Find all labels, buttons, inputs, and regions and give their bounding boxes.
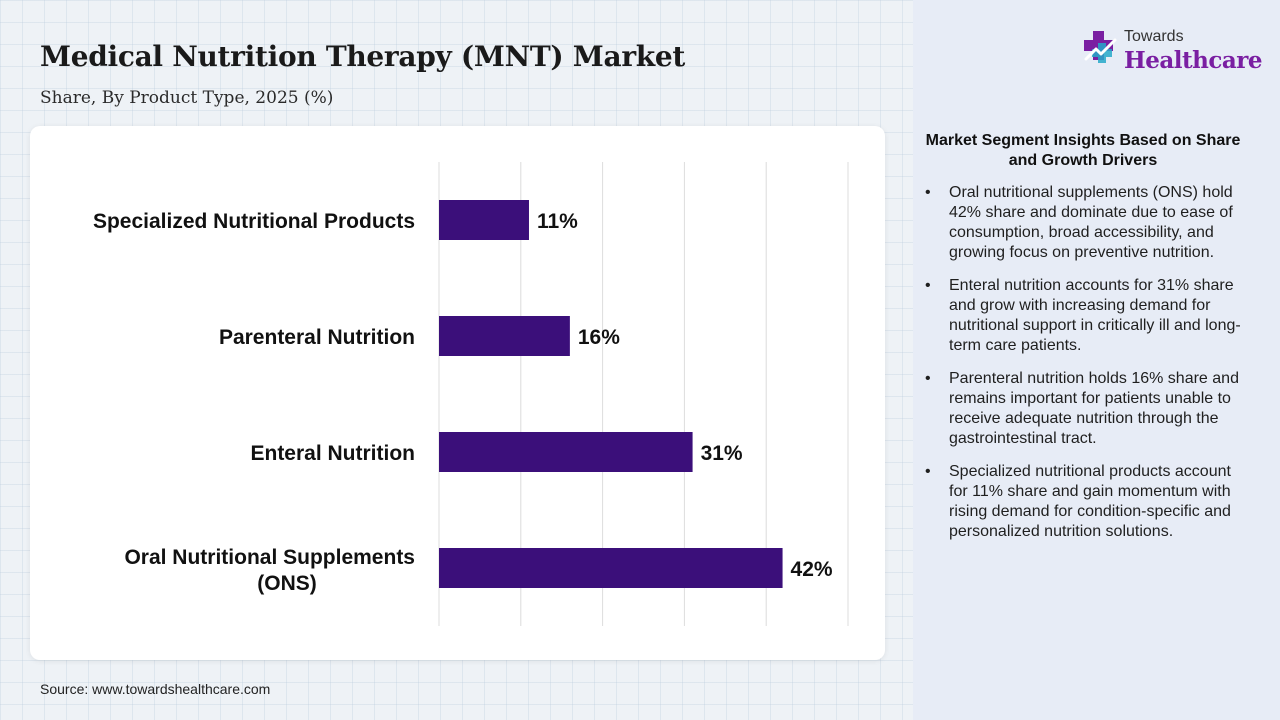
data-label: 42%	[791, 558, 833, 581]
insight-item: Specialized nutritional products account…	[920, 462, 1250, 542]
insight-item: Oral nutritional supplements (ONS) hold …	[920, 183, 1250, 263]
insights-list: Oral nutritional supplements (ONS) hold …	[920, 183, 1250, 555]
bar	[439, 316, 570, 356]
insight-item: Parenteral nutrition holds 16% share and…	[920, 369, 1250, 449]
category-label: Parenteral Nutrition	[219, 326, 415, 349]
bar	[439, 432, 693, 472]
category-label: Enteral Nutrition	[250, 442, 415, 465]
bar	[439, 200, 529, 240]
source-note: Source: www.towardshealthcare.com	[40, 681, 271, 697]
data-label: 11%	[537, 210, 578, 233]
insight-item: Enteral nutrition accounts for 31% share…	[920, 276, 1250, 356]
logo-text-big: Healthcare	[1124, 47, 1263, 74]
data-label: 31%	[701, 442, 743, 465]
chart-card: 11% Specialized Nutritional Products 16% Pa…	[30, 126, 885, 660]
brand-logo: Towards Healthcare	[1080, 27, 1263, 77]
page-title: Medical Nutrition Therapy (MNT) Market	[40, 40, 686, 73]
bar-chart: 11% Specialized Nutritional Products 16% Pa…	[93, 162, 849, 626]
insights-title: Market Segment Insights Based on Share a…	[925, 132, 1241, 169]
bar	[439, 548, 783, 588]
category-label: Oral Nutritional Supplements (ONS)	[124, 546, 415, 595]
page-subtitle: Share, By Product Type, 2025 (%)	[40, 88, 334, 108]
insights-panel	[913, 0, 1280, 720]
medical-cross-logo-icon	[1084, 31, 1117, 63]
logo-text-small: Towards	[1124, 28, 1184, 45]
category-label: Specialized Nutritional Products	[93, 210, 415, 233]
data-label: 16%	[578, 326, 620, 349]
